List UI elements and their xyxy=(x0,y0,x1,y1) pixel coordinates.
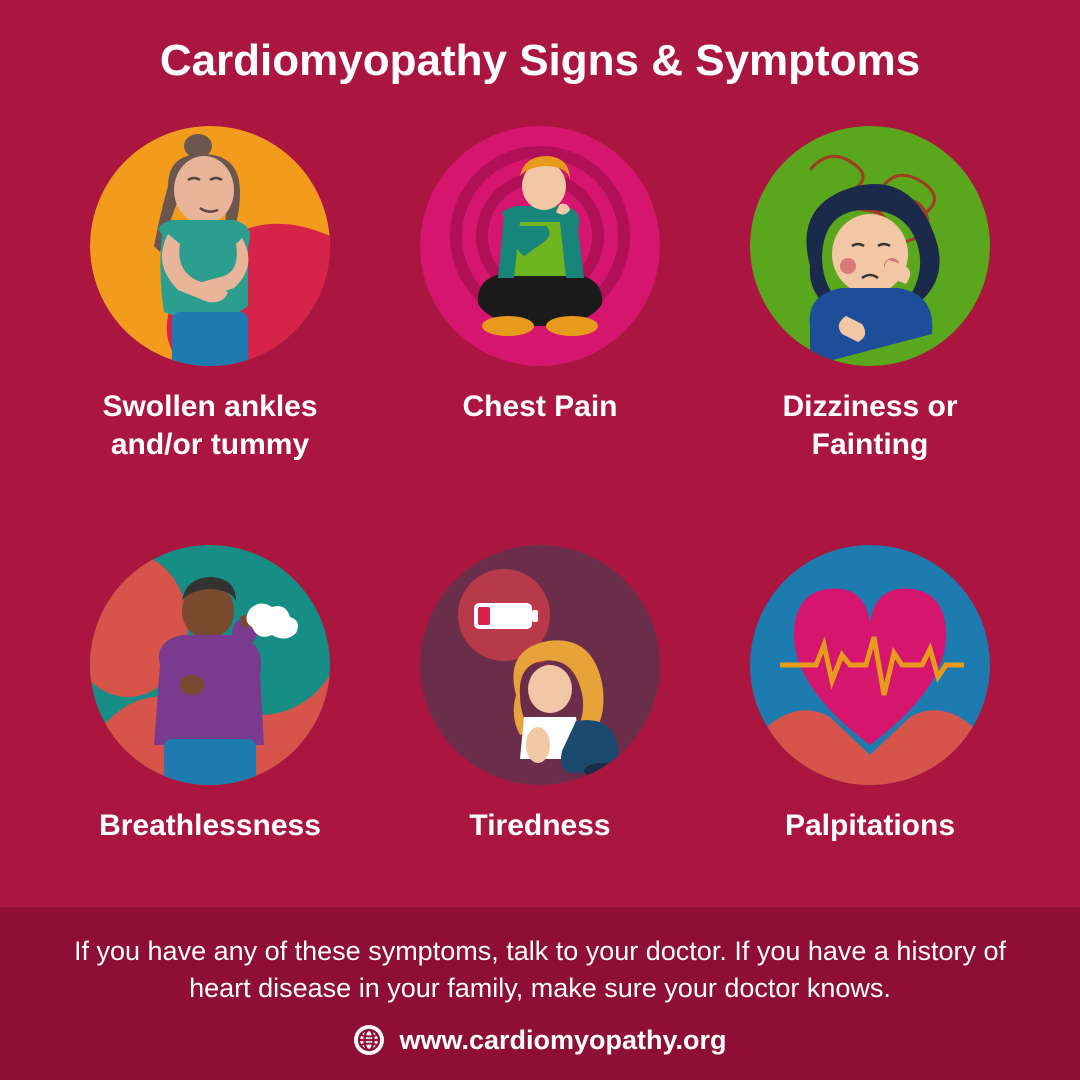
footer: If you have any of these symptoms, talk … xyxy=(0,907,1080,1080)
page-title: Cardiomyopathy Signs & Symptoms xyxy=(0,0,1080,106)
symptom-breathlessness: Breathlessness xyxy=(60,545,360,887)
footer-url-row: www.cardiomyopathy.org xyxy=(50,1024,1030,1056)
symptom-palpitations-illustration xyxy=(750,545,990,785)
symptom-dizziness: Dizziness or Fainting xyxy=(720,126,1020,505)
footer-url: www.cardiomyopathy.org xyxy=(399,1025,726,1056)
symptom-chest-pain-illustration xyxy=(420,126,660,366)
symptom-swollen: Swollen ankles and/or tummy xyxy=(60,126,360,505)
infographic-root: Cardiomyopathy Signs & Symptoms xyxy=(0,0,1080,1080)
symptom-chest-pain-label: Chest Pain xyxy=(462,388,617,426)
symptom-chest-pain: Chest Pain xyxy=(390,126,690,505)
globe-icon xyxy=(353,1024,385,1056)
symptom-breathlessness-illustration xyxy=(90,545,330,785)
symptom-tiredness-illustration xyxy=(420,545,660,785)
footer-message: If you have any of these symptoms, talk … xyxy=(50,933,1030,1006)
symptom-grid: Swollen ankles and/or tummy xyxy=(0,106,1080,907)
symptom-dizziness-illustration xyxy=(750,126,990,366)
symptom-tiredness: Tiredness xyxy=(390,545,690,887)
symptom-swollen-illustration xyxy=(90,126,330,366)
symptom-palpitations: Palpitations xyxy=(720,545,1020,887)
symptom-palpitations-label: Palpitations xyxy=(785,807,955,845)
symptom-swollen-label: Swollen ankles and/or tummy xyxy=(80,388,340,463)
symptom-dizziness-label: Dizziness or Fainting xyxy=(740,388,1000,463)
symptom-tiredness-label: Tiredness xyxy=(469,807,610,845)
symptom-breathlessness-label: Breathlessness xyxy=(99,807,321,845)
